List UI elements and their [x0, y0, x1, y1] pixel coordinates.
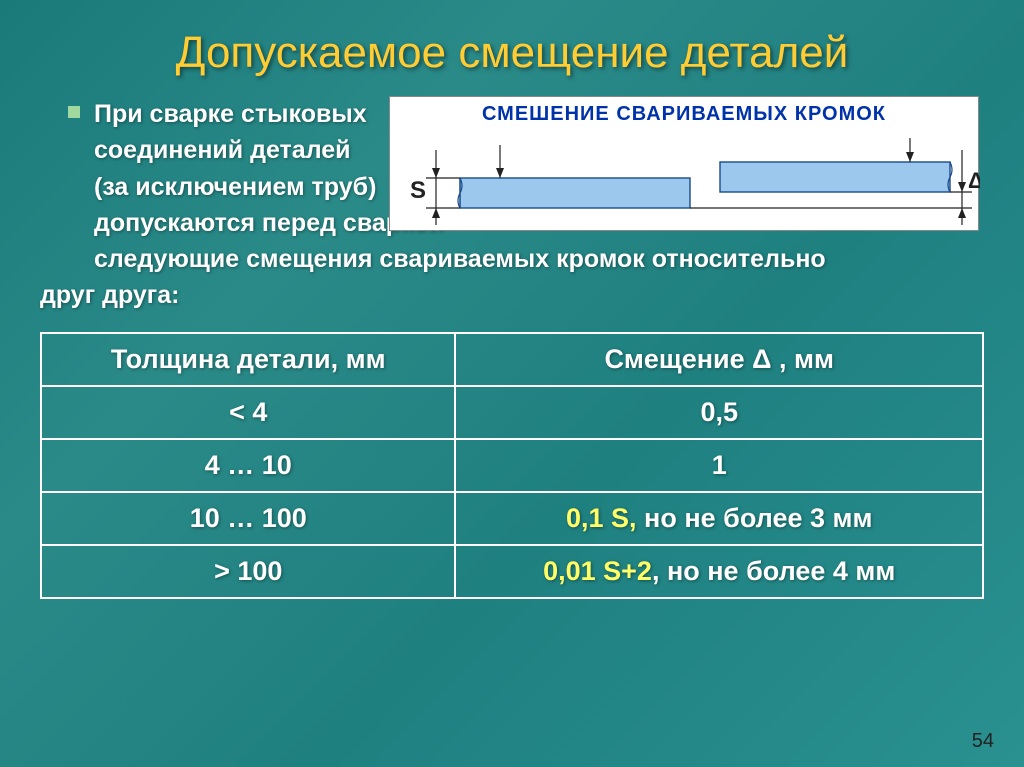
content-area: СМЕШЕНИЕ СВАРИВАЕМЫХ КРОМОК S Δ	[0, 96, 1024, 599]
top-arrow-left	[496, 168, 504, 178]
delta-arrow-up	[958, 208, 966, 218]
top-arrow-right	[906, 152, 914, 162]
s-label: S	[410, 177, 426, 204]
edge-offset-diagram: S Δ	[390, 130, 980, 230]
delta-label: Δ	[968, 168, 980, 193]
offset-table-wrap: Толщина детали, мм Смещение Δ , мм < 4 0…	[40, 332, 984, 599]
page-number: 54	[972, 730, 994, 753]
diagram-box: СМЕШЕНИЕ СВАРИВАЕМЫХ КРОМОК S Δ	[389, 96, 979, 231]
table-cell: 10 … 100	[41, 492, 455, 545]
slide-title: Допускаемое смещение деталей	[0, 0, 1024, 96]
table-row: < 4 0,5	[41, 386, 983, 439]
bullet-icon	[68, 106, 80, 118]
table-header-offset: Смещение Δ , мм	[455, 333, 983, 386]
body-line-5: следующие смещения свариваемых кромок от…	[94, 241, 984, 277]
table-cell: > 100	[41, 545, 455, 598]
bullet-text-1: При сварке стыковых	[94, 96, 367, 132]
delta-arrow-down	[958, 182, 966, 192]
s-arrow-down	[432, 168, 440, 178]
table-header-row: Толщина детали, мм Смещение Δ , мм	[41, 333, 983, 386]
offset-table: Толщина детали, мм Смещение Δ , мм < 4 0…	[40, 332, 984, 599]
table-header-thickness: Толщина детали, мм	[41, 333, 455, 386]
body-line-6: друг друга:	[40, 277, 984, 313]
table-cell: < 4	[41, 386, 455, 439]
table-cell: 0,01 S+2, но не более 4 мм	[455, 545, 983, 598]
left-bar	[460, 178, 690, 208]
right-bar	[720, 162, 950, 192]
table-cell: 1	[455, 439, 983, 492]
table-cell: 0,1 S, но не более 3 мм	[455, 492, 983, 545]
table-row: 4 … 10 1	[41, 439, 983, 492]
table-row: 10 … 100 0,1 S, но не более 3 мм	[41, 492, 983, 545]
diagram-title: СМЕШЕНИЕ СВАРИВАЕМЫХ КРОМОК	[390, 97, 978, 130]
table-cell: 4 … 10	[41, 439, 455, 492]
table-row: > 100 0,01 S+2, но не более 4 мм	[41, 545, 983, 598]
s-arrow-up	[432, 208, 440, 218]
table-cell: 0,5	[455, 386, 983, 439]
